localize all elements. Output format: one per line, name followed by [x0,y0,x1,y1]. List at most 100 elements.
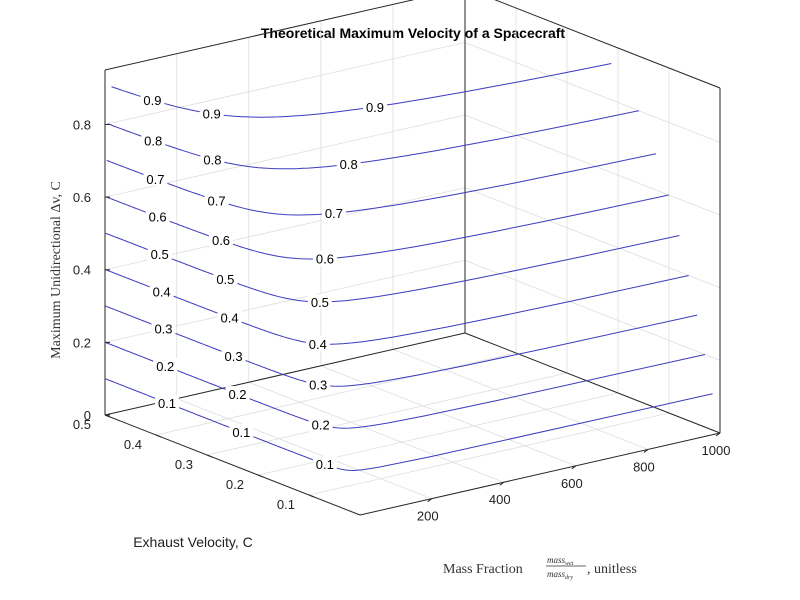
z-tick-label: 0.8 [73,117,91,132]
y-tick-mark [206,454,213,458]
contour-label-background [306,376,331,392]
contour-label-background [199,105,224,121]
contour-label-background [308,416,333,432]
z-tick-label: 0.2 [73,335,91,350]
y-tick-mark [257,474,264,478]
contour-label: 0.7 [146,172,164,187]
contour-label-background [307,293,332,309]
x-tick-mark [499,481,505,486]
contour-label-background [217,309,242,325]
axis-frame-edge [104,0,415,71]
x-tick-label: 400 [489,492,511,507]
contour-label: 0.3 [309,378,327,393]
contour-label-background [145,208,170,224]
axis-frame-edge [494,0,721,89]
axis-frame-edge [464,332,721,434]
contour-label: 0.6 [149,210,167,225]
grid-line [155,352,517,436]
contour-line-0.2 [105,341,706,429]
y-tick-label: 0.2 [226,477,244,492]
grid-line [464,114,721,216]
contour-line-0.4 [105,269,689,345]
x-tick-label: 800 [633,459,655,474]
x-axis-label-denominator-sub: dry [565,575,573,581]
contour-label: 0.8 [144,133,162,148]
contour-label-background [213,271,238,287]
contour-labels: 0.1 0.1 0.1 0.2 0.2 0.2 0.3 0.3 0.3 0.4 0.4 0.4 0.5 0… [140,92,387,472]
contour-label: 0.5 [151,247,169,262]
x-tick-label: 1000 [702,443,731,458]
y-tick-label: 0.5 [73,417,91,432]
contour-label-background [155,394,180,410]
z-tick-label: 0 [84,408,91,423]
contour-label: 0.4 [309,337,327,352]
tick-labels: 20040060080010000.10.20.30.40.500.20.40.… [73,117,731,523]
contour-label-background [143,170,168,186]
contour-label: 0.9 [366,100,384,115]
contour-label: 0.5 [311,295,329,310]
y-tick-label: 0.4 [124,437,142,452]
contour-label: 0.7 [325,206,343,221]
contour-line-0.9 [111,63,612,118]
contour-label-background [200,151,225,167]
contour-label-background [305,335,330,351]
contour-label: 0.8 [340,157,358,172]
contour-label-background [147,246,172,262]
contour-line-0.8 [107,110,640,170]
y-tick-mark [308,494,315,498]
contour-label-background [151,320,176,336]
contour-label: 0.5 [216,272,234,287]
contour-label: 0.2 [156,359,174,374]
grid-line [392,349,649,450]
contour-label: 0.1 [158,396,176,411]
x-tick-label: 200 [417,509,439,524]
z-tick-label: 0.6 [73,190,91,205]
grid-line [257,392,619,476]
contour-label-background [140,92,165,108]
contour-label-background [204,192,229,208]
x-tick-mark [427,498,433,503]
grid-line [248,381,504,483]
y-tick-mark [155,434,162,438]
contour-label-background [153,357,178,373]
grid-line [464,259,721,361]
contour-label-background [141,132,166,148]
grid-line [176,398,432,500]
contour-label: 0.8 [203,152,221,167]
contour-label: 0.2 [228,387,246,402]
axis-frame-edge [104,414,361,516]
y-tick-label: 0.3 [175,457,193,472]
contour-label-background [321,205,346,221]
z-tick-label: 0.4 [73,263,91,278]
contour-label-background [221,347,246,363]
contour-label-background [336,156,361,172]
svg-text:massdry: massdry [547,569,573,581]
contour-label: 0.6 [316,252,334,267]
contour-label: 0.3 [154,322,172,337]
axis-frame-edge [359,432,721,516]
contour-label: 0.6 [212,233,230,248]
x-tick-mark [715,432,721,437]
chart-title: Theoretical Maximum Velocity of a Spacec… [261,25,566,41]
grid-lines [104,0,721,500]
contour-label: 0.9 [143,93,161,108]
contour-label: 0.4 [153,285,171,300]
contour-label-background [312,456,337,472]
grid-line [464,42,721,143]
grid-line [104,42,466,125]
contour-label: 0.9 [203,107,221,122]
grid-line [464,187,721,289]
x-axis-label-numerator: mass [547,555,566,565]
contour-label-background [312,250,337,266]
x-tick-mark [571,465,577,470]
x-axis-label-numerator-sub: wet [565,561,574,567]
contour-label-background [209,232,234,248]
contour-line-0.3 [105,305,698,387]
z-axis-label: Maximum Unidirectional Δv, C [49,181,64,359]
grid-line [206,372,568,456]
contour-label: 0.3 [225,349,243,364]
grid-line [320,365,577,467]
x-tick-mark [643,449,649,453]
x-axis-label-suffix: , unitless [587,562,637,577]
